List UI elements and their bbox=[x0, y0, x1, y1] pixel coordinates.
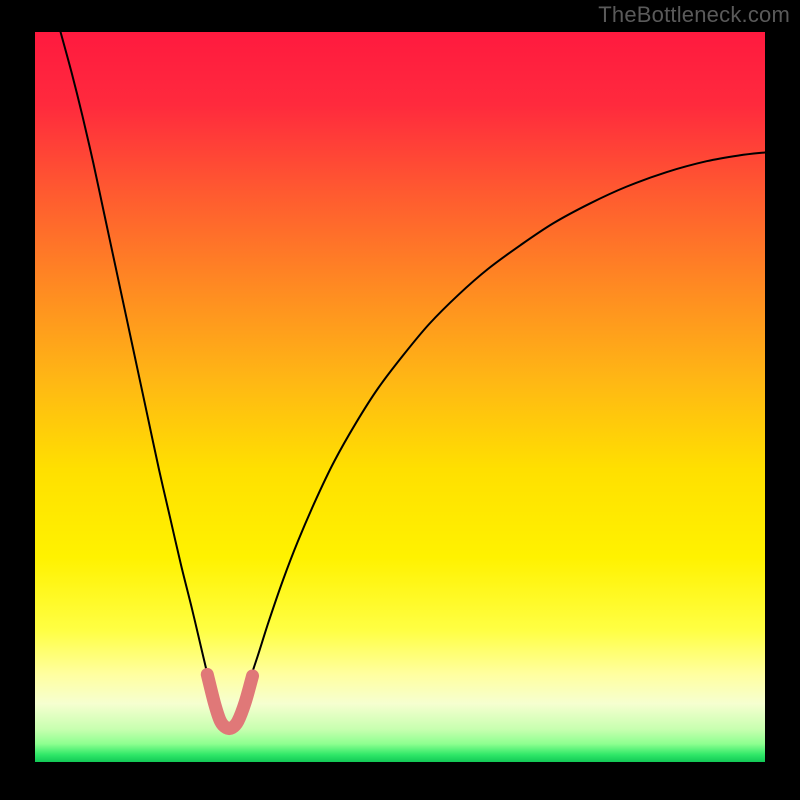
gradient-background bbox=[35, 32, 765, 762]
watermark-text: TheBottleneck.com bbox=[598, 2, 790, 28]
bottleneck-chart bbox=[0, 0, 800, 800]
chart-container: TheBottleneck.com bbox=[0, 0, 800, 800]
